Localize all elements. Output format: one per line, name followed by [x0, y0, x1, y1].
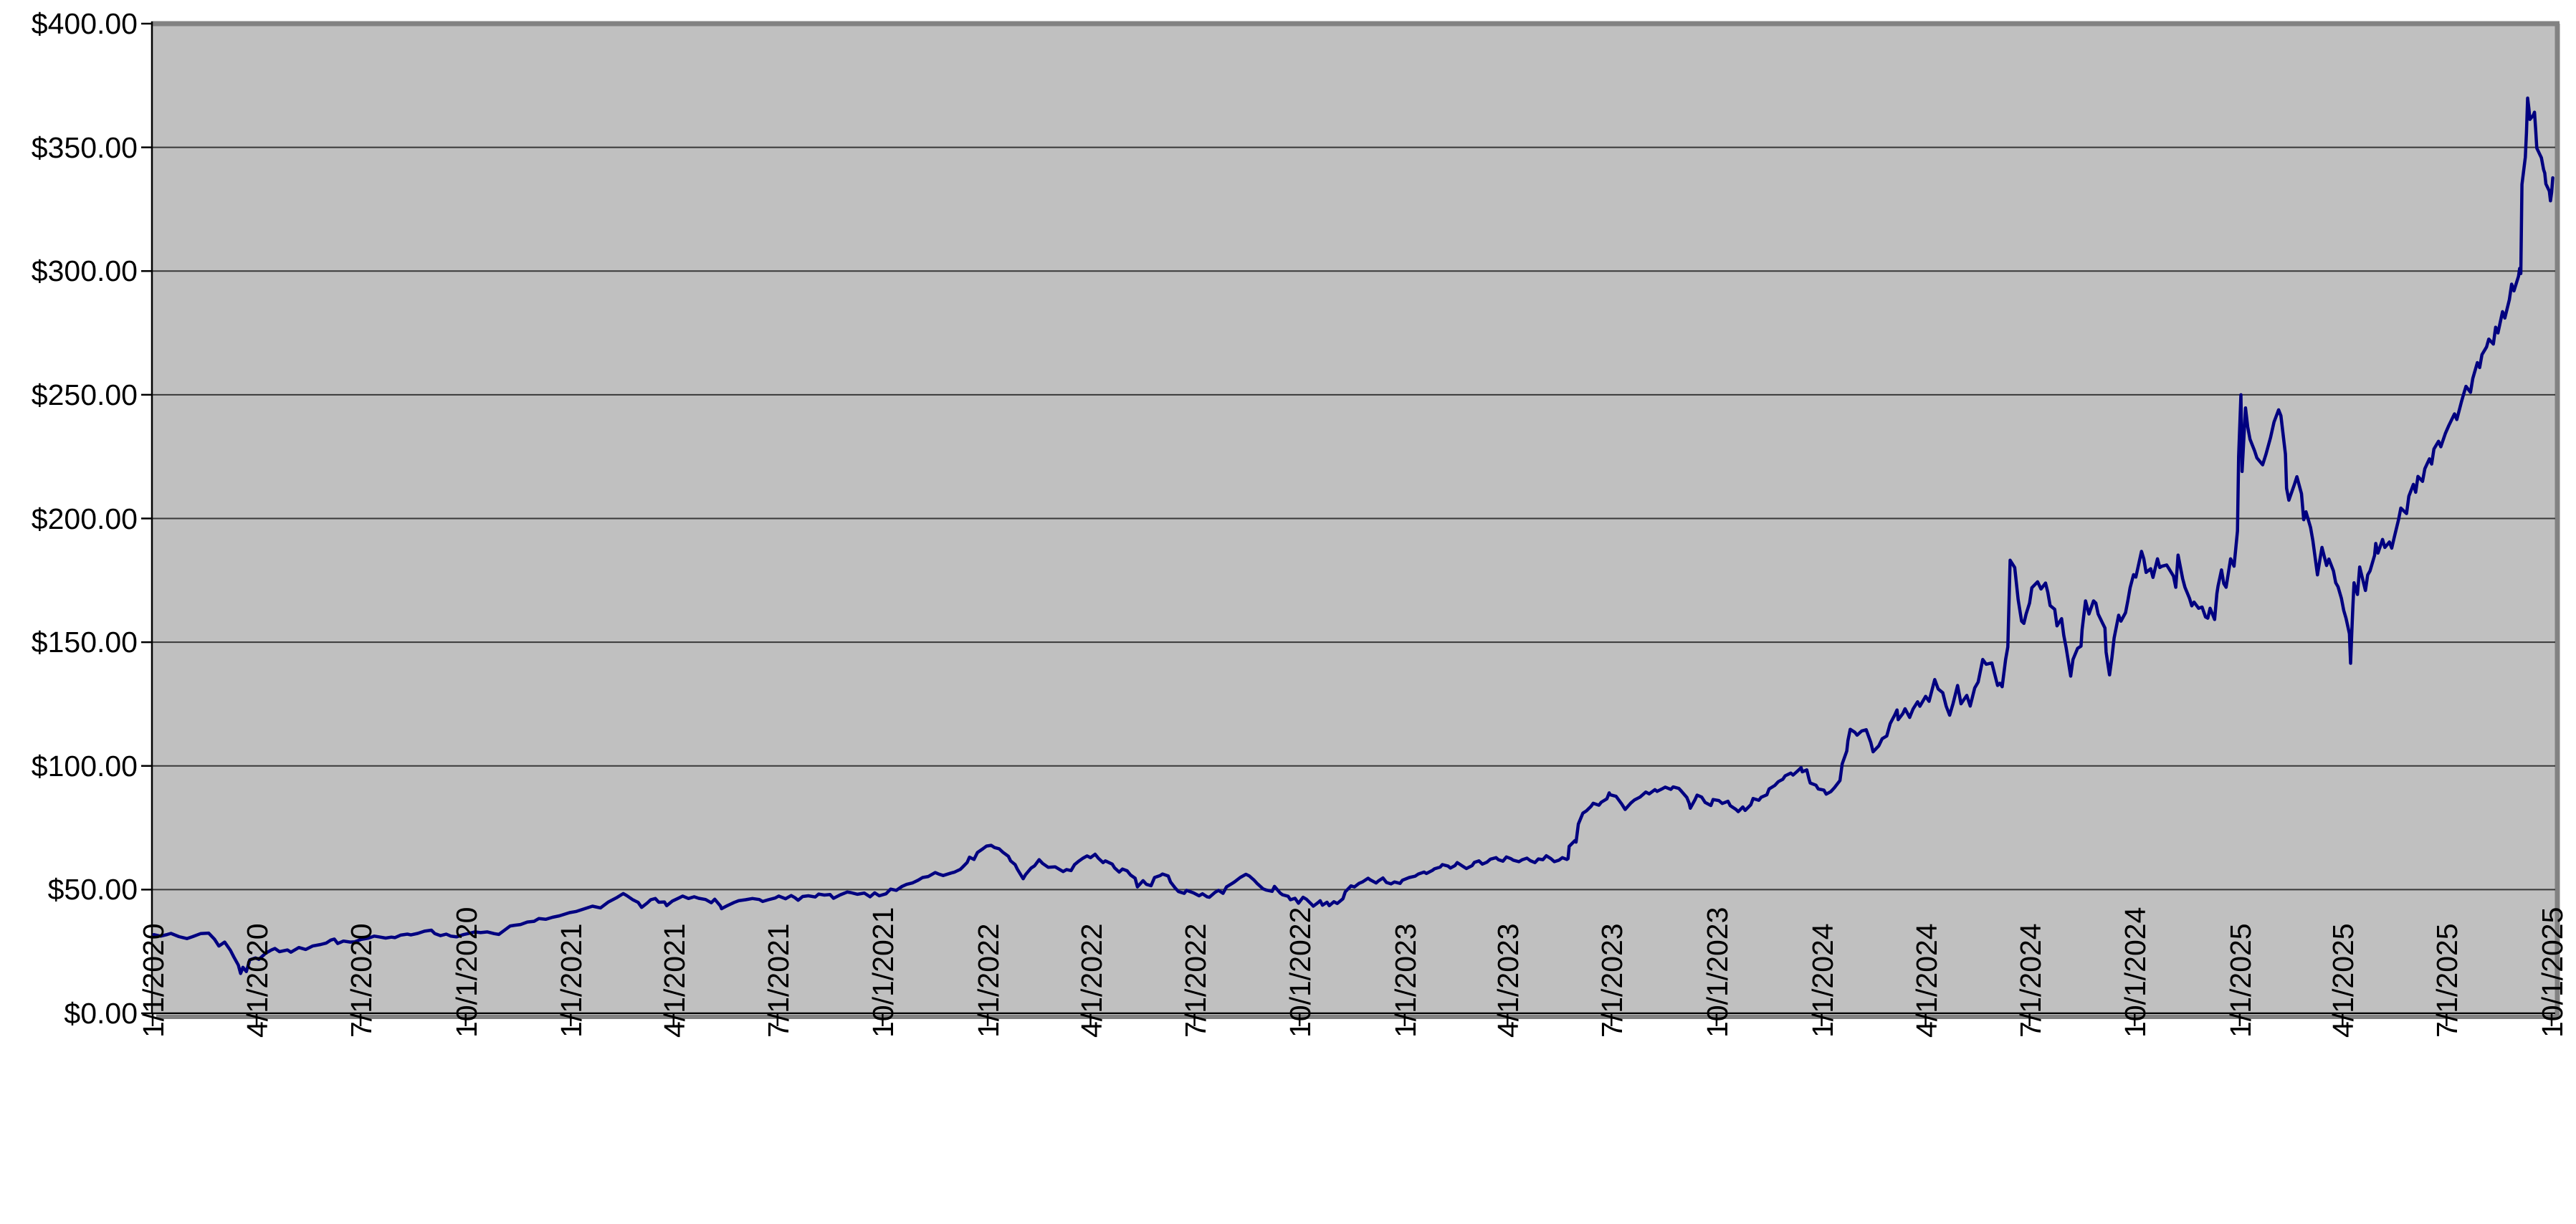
y-axis-label: $400.00 — [31, 7, 138, 40]
y-axis-label: $300.00 — [31, 254, 138, 288]
y-axis-label: $50.00 — [47, 873, 138, 907]
y-axis-label: $0.00 — [64, 997, 138, 1030]
price-line-series — [152, 96, 2554, 975]
y-axis-label: $150.00 — [31, 626, 138, 659]
y-axis-label: $350.00 — [31, 130, 138, 164]
y-axis-label: $100.00 — [31, 749, 138, 783]
y-axis-label: $200.00 — [31, 502, 138, 535]
y-axis-label: $250.00 — [31, 378, 138, 411]
